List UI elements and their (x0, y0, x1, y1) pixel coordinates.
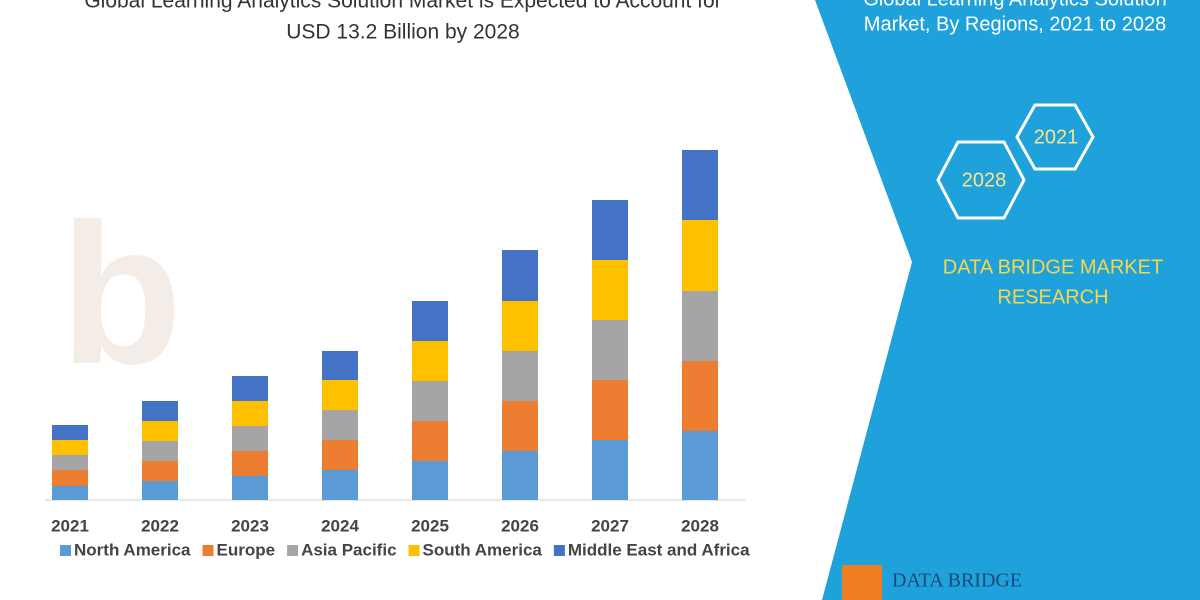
hex-label: 2021 (1034, 126, 1079, 148)
side-panel (815, 0, 1200, 600)
x-tick-label: 2028 (681, 516, 719, 535)
bar-segment (142, 421, 178, 441)
bar-segment (142, 461, 178, 481)
bar-segment (412, 461, 448, 500)
x-tick-label: 2027 (591, 516, 629, 535)
x-tick-label: 2022 (141, 516, 179, 535)
bar-segment (52, 455, 88, 470)
bar-segment (52, 440, 88, 455)
legend-label: Middle East and Africa (568, 540, 750, 559)
brand-text: DATA BRIDGE MARKET (943, 256, 1163, 278)
bar-segment (502, 351, 538, 401)
bar-segment (412, 421, 448, 461)
bar-segment (142, 481, 178, 500)
panel-title: Market, By Regions, 2021 to 2028 (864, 13, 1166, 35)
hex-label: 2028 (962, 169, 1007, 191)
logo-mark (842, 565, 882, 600)
legend-swatch (202, 545, 214, 556)
legend-label: South America (423, 540, 543, 559)
legend-swatch (553, 545, 565, 556)
bar-segment (502, 451, 538, 500)
bar-segment (682, 361, 718, 431)
bar-segment (52, 425, 88, 440)
bar-segment (682, 220, 718, 291)
bar-segment (682, 291, 718, 361)
bar-segment (52, 470, 88, 486)
bar-segment (232, 451, 268, 476)
bar-segment (502, 301, 538, 351)
logo-text: DATA BRIDGE (892, 570, 1022, 592)
bar-segment (232, 401, 268, 426)
bar-segment (682, 150, 718, 220)
bar-segment (232, 476, 268, 500)
bar-segment (322, 470, 358, 500)
bar-segment (412, 341, 448, 381)
hexagon (936, 140, 1026, 220)
bar-segment (502, 250, 538, 301)
bar-segment (322, 380, 358, 410)
legend-label: Europe (217, 540, 276, 559)
bar-segment (142, 441, 178, 461)
brand-text: RESEARCH (997, 286, 1108, 308)
legend-swatch (287, 545, 299, 556)
bar-segment (322, 351, 358, 380)
bar-segment (592, 200, 628, 260)
x-tick-label: 2023 (231, 516, 269, 535)
x-tick-label: 2025 (411, 516, 449, 535)
bar-segment (52, 486, 88, 500)
watermark-shape: b (60, 183, 182, 406)
legend-swatch (408, 545, 420, 556)
bar-segment (322, 410, 358, 440)
legend-swatch (60, 545, 71, 556)
bar-segment (142, 401, 178, 421)
x-tick-label: 2026 (501, 516, 539, 535)
bar-segment (232, 426, 268, 451)
chart-title: Global Learning Analytics Solution Marke… (84, 0, 721, 13)
bar-segment (412, 301, 448, 341)
chart-title: USD 13.2 Billion by 2028 (286, 21, 519, 44)
legend-label: North America (74, 540, 191, 559)
bar-segment (232, 376, 268, 401)
bar-segment (412, 381, 448, 421)
legend-label: Asia Pacific (301, 540, 396, 559)
bar-segment (592, 320, 628, 380)
bar-segment (592, 260, 628, 320)
bar-segment (322, 440, 358, 470)
bar-segment (682, 431, 718, 500)
bar-segment (592, 440, 628, 500)
x-tick-label: 2021 (51, 516, 89, 535)
x-tick-label: 2024 (321, 516, 359, 535)
hexagon (1015, 103, 1095, 171)
panel-title: Global Learning Analytics Solution (863, 0, 1167, 10)
bar-segment (592, 380, 628, 440)
bar-segment (502, 401, 538, 451)
